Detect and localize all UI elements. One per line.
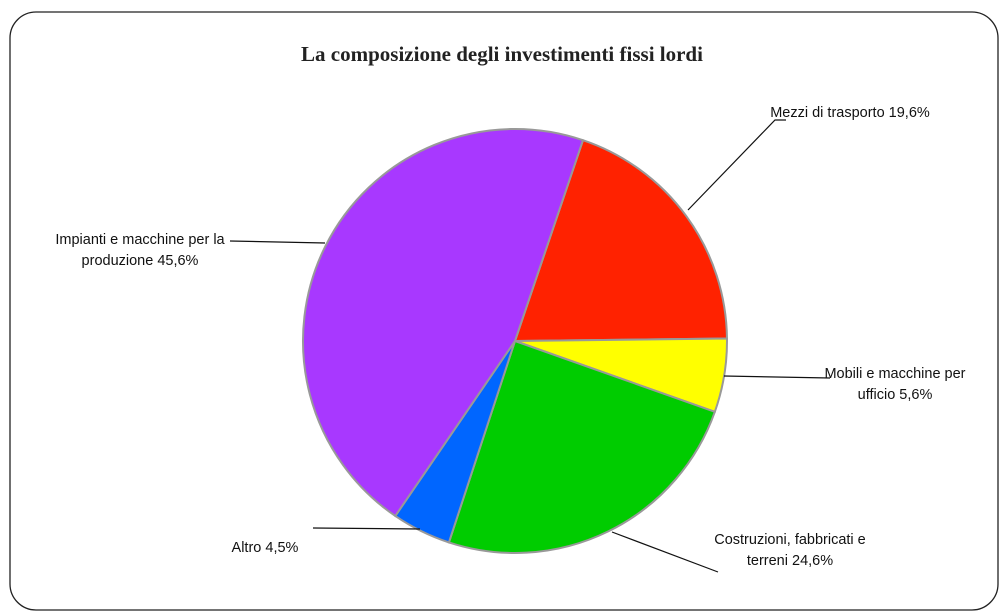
slice-name: Mezzi di trasporto (770, 105, 885, 121)
pie-slice (513, 138, 728, 343)
slice-label: Mobili e macchine per ufficio 5,6% (820, 364, 970, 406)
leader-line (611, 531, 719, 573)
slice-value-label: 5,6% (899, 387, 933, 403)
leader-line (687, 119, 786, 211)
leader-line (723, 375, 831, 379)
chart-title: La composizione degli investimenti fissi… (301, 42, 703, 66)
slice-value-label: 19,6% (888, 105, 930, 121)
slice-value-label: 45,6% (157, 253, 199, 269)
slice-label: Costruzioni, fabbricati e terreni 24,6% (700, 530, 880, 572)
pie-slice (447, 339, 717, 554)
slice-name: Altro (231, 540, 262, 556)
slice-label: Impianti e macchine per la produzione 45… (45, 230, 235, 272)
slice-label: Altro 4,5% (205, 538, 325, 559)
slice-name: Impianti e macchine per la produzione (55, 232, 225, 269)
slice-value-label: 24,6% (792, 553, 834, 569)
leader-line (229, 240, 326, 244)
slice-label: Mezzi di trasporto 19,6% (770, 103, 930, 124)
slice-name: Mobili e macchine per ufficio (824, 366, 966, 403)
pie-slice (302, 128, 585, 518)
slice-name: Costruzioni, fabbricati e terreni (714, 532, 866, 569)
slice-value-label: 4,5% (265, 540, 299, 556)
leader-line (312, 527, 421, 530)
